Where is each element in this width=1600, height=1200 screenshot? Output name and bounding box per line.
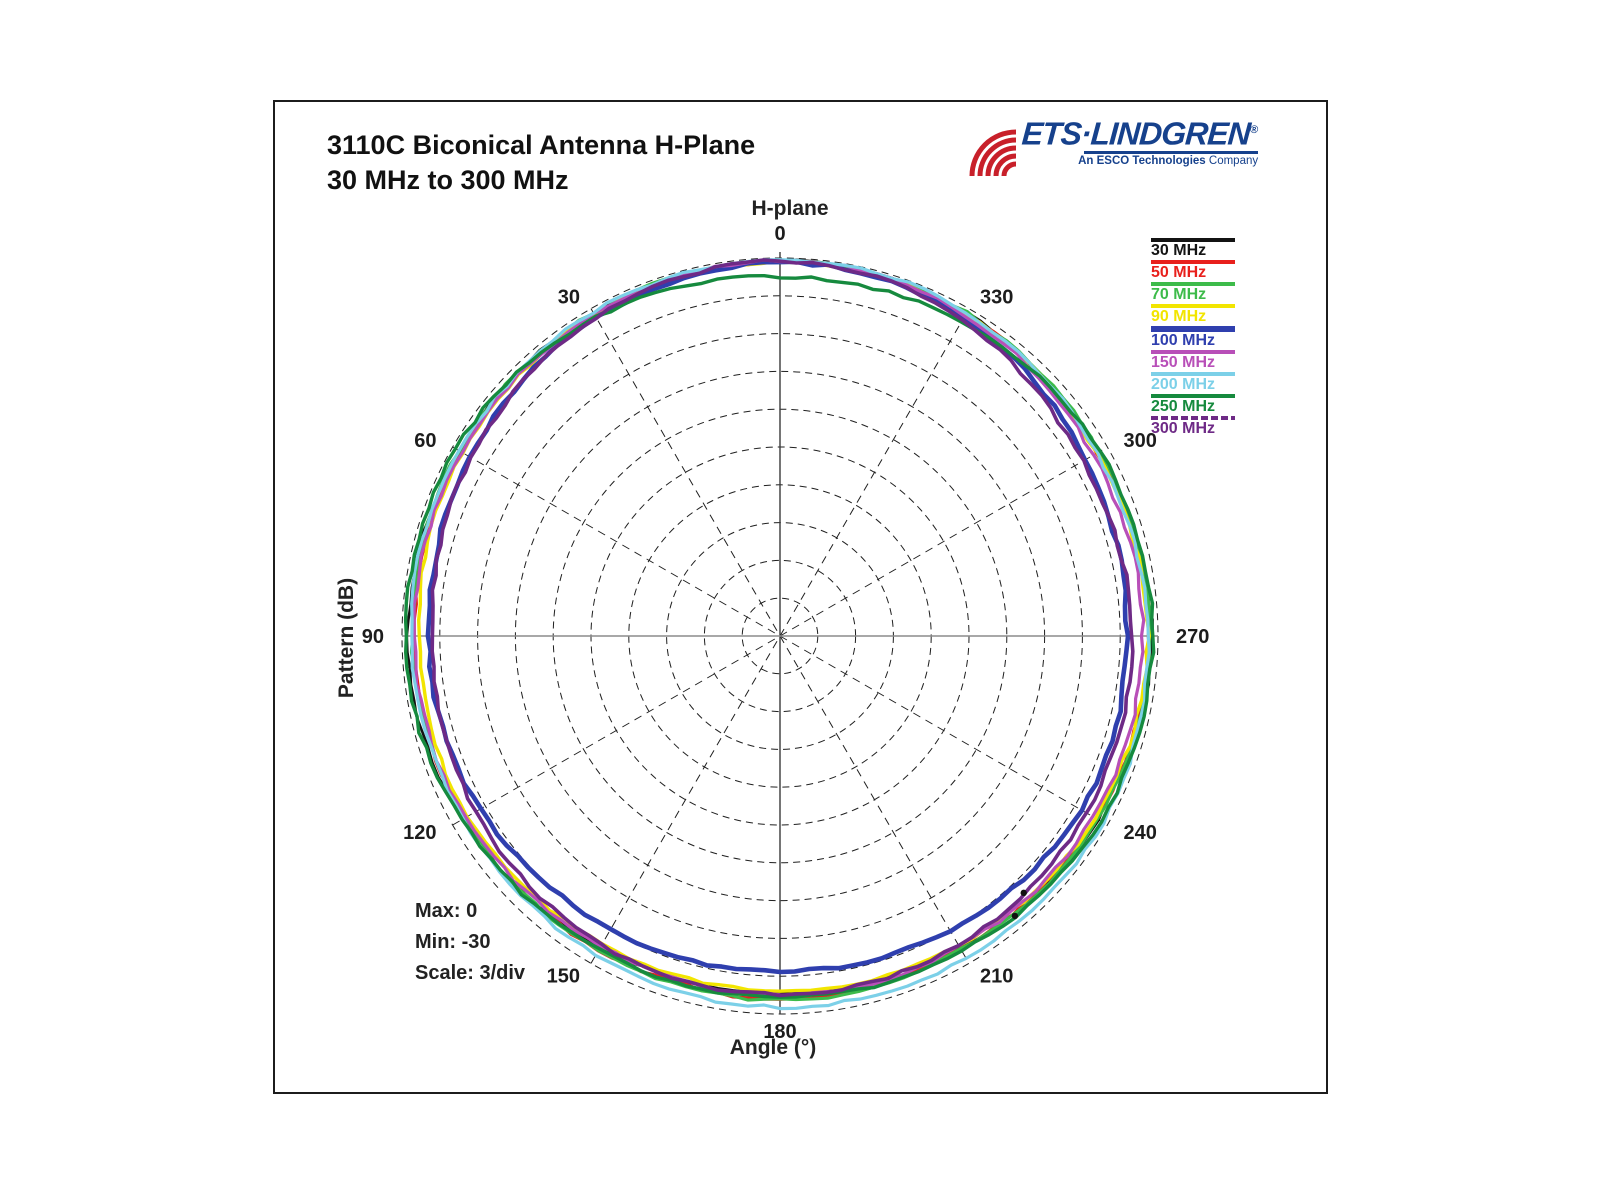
polar-plot-svg: 0 30 60 90 120 150 180 210 240 270 300 330 [362, 223, 1210, 1043]
title-line-2: 30 MHz to 300 MHz [327, 165, 569, 195]
angle-tick-label: 120 [403, 822, 436, 844]
chart-title: H-plane [751, 197, 829, 220]
radio-wave-arc [977, 137, 1017, 177]
legend-item: 70 MHz [1151, 282, 1237, 303]
angle-tick-labels: 0 30 60 90 120 150 180 210 240 270 300 330 [362, 223, 1210, 1043]
legend-label: 250 MHz [1151, 398, 1216, 415]
legend-label: 100 MHz [1151, 332, 1216, 349]
angle-tick-label: 90 [362, 626, 384, 648]
polar-grid [401, 252, 1159, 1015]
legend-item: 150 MHz [1151, 350, 1237, 371]
ets-lindgren-logo: ETS·LINDGREN® An ESCO Technologies Compa… [966, 114, 1259, 178]
radio-waves-icon [969, 129, 1017, 177]
radio-wave-arc [985, 145, 1017, 177]
legend-label: 70 MHz [1151, 286, 1207, 303]
artifact-dot [1020, 889, 1027, 897]
angle-tick-label: 60 [414, 430, 436, 452]
angle-tick-label: 30 [558, 287, 580, 309]
radio-wave-arc [993, 153, 1017, 177]
polar-chart: 0 30 60 90 120 150 180 210 240 270 300 330 [340, 210, 1220, 1070]
logo-tagline: An ESCO Technologies Company [1078, 154, 1259, 167]
max-annotation: Max: 0 [415, 900, 478, 922]
min-annotation: Min: -30 [415, 931, 491, 953]
legend-label: 300 MHz [1151, 420, 1216, 437]
angular-axis-label: Angle (°) [729, 1036, 817, 1059]
legend-label: 150 MHz [1151, 354, 1216, 371]
radio-wave-arc [1001, 161, 1017, 177]
legend-swatch [1151, 326, 1235, 332]
legend-swatch [1151, 416, 1235, 420]
legend-swatch [1151, 238, 1235, 242]
radial-axis-label: Pattern (dB) [335, 577, 358, 699]
legend-label: 50 MHz [1151, 264, 1207, 281]
legend-item: 250 MHz [1151, 394, 1237, 415]
legend: 30 MHz 50 MHz 70 MHz 90 MHz 100 MHz 150 MHz 20… [1151, 238, 1237, 438]
legend-swatch [1151, 372, 1235, 376]
legend-item: 200 MHz [1151, 372, 1237, 393]
series-traces [403, 258, 1156, 1011]
angle-tick-label: 180 [763, 1021, 796, 1043]
legend-item: 90 MHz [1151, 304, 1237, 325]
angle-tick-label: 270 [1176, 626, 1209, 648]
radio-wave-arc [969, 129, 1017, 177]
trace-300-mhz [430, 258, 1135, 998]
brand-name: ETS·LINDGREN® [1020, 115, 1259, 152]
page-title: 3110C Biconical Antenna H-Plane 30 MHz t… [327, 128, 755, 198]
legend-label: 90 MHz [1151, 308, 1207, 325]
legend-swatch [1151, 282, 1235, 286]
registered-mark: ® [1249, 124, 1259, 136]
logo-text: ETS·LINDGREN® An ESCO Technologies Compa… [1020, 114, 1259, 167]
angle-tick-label: 210 [980, 965, 1013, 987]
legend-item: 100 MHz [1151, 326, 1237, 349]
legend-item: 300 MHz [1151, 416, 1237, 437]
legend-item: 50 MHz [1151, 260, 1237, 281]
scale-annotation: Max: 0 Min: -30 Scale: 3/div [415, 896, 525, 989]
angle-tick-label: 330 [980, 287, 1013, 309]
legend-label: 200 MHz [1151, 376, 1216, 393]
legend-swatch [1151, 350, 1235, 354]
artifact-dot [1011, 912, 1019, 920]
logo-rule [1084, 150, 1259, 154]
trace-200-mhz [410, 258, 1151, 1011]
legend-label: 30 MHz [1151, 242, 1207, 259]
angle-tick-label: 300 [1123, 430, 1156, 452]
angle-tick-label: 150 [547, 965, 580, 987]
title-line-1: 3110C Biconical Antenna H-Plane [327, 130, 756, 160]
legend-swatch [1151, 260, 1235, 264]
legend-item: 30 MHz [1151, 238, 1237, 259]
scale-per-div-annotation: Scale: 3/div [415, 962, 526, 984]
legend-swatch [1151, 304, 1235, 308]
angle-tick-label: 0 [774, 223, 785, 245]
angle-tick-label: 240 [1123, 822, 1156, 844]
legend-swatch [1151, 394, 1235, 398]
